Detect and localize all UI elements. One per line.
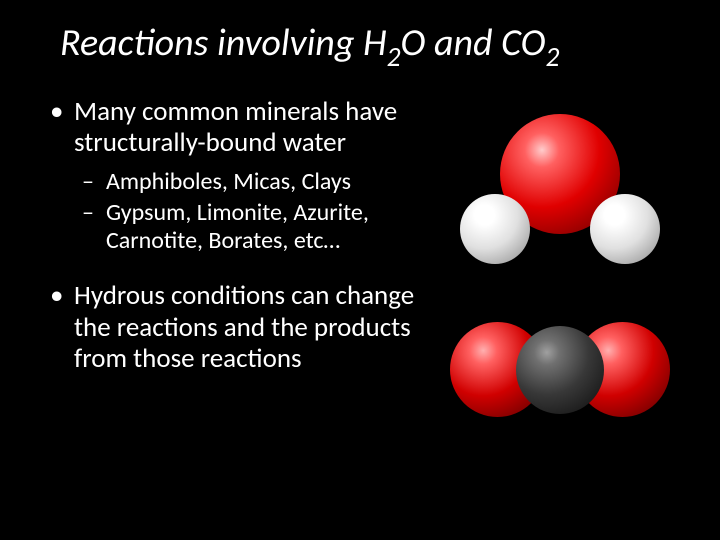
bullet-1b: Gypsum, Limonite, Azurite, Carnotite, Bo… — [50, 199, 420, 254]
text-column: Many common minerals have structurally-b… — [50, 96, 420, 434]
spacer — [50, 258, 420, 280]
h2o-molecule-diagram — [440, 104, 680, 274]
bullet-2: Hydrous conditions can change the reacti… — [50, 280, 420, 373]
content-area: Many common minerals have structurally-b… — [50, 96, 680, 434]
bullet-1: Many common minerals have structurally-b… — [50, 96, 420, 158]
slide-title: Reactions involving H2O and CO2 — [50, 20, 680, 72]
atom — [516, 326, 604, 414]
bullet-1a: Amphiboles, Micas, Clays — [50, 168, 420, 196]
title-part-1: Reactions involving H — [60, 20, 387, 66]
image-column — [440, 96, 680, 434]
atom — [590, 194, 660, 264]
atom — [460, 194, 530, 264]
title-part-2: O and CO — [401, 20, 546, 66]
title-sub-1: 2 — [387, 41, 401, 74]
slide: Reactions involving H2O and CO2 Many com… — [0, 0, 720, 540]
title-sub-2: 2 — [546, 41, 560, 74]
co2-molecule-diagram — [440, 304, 680, 434]
